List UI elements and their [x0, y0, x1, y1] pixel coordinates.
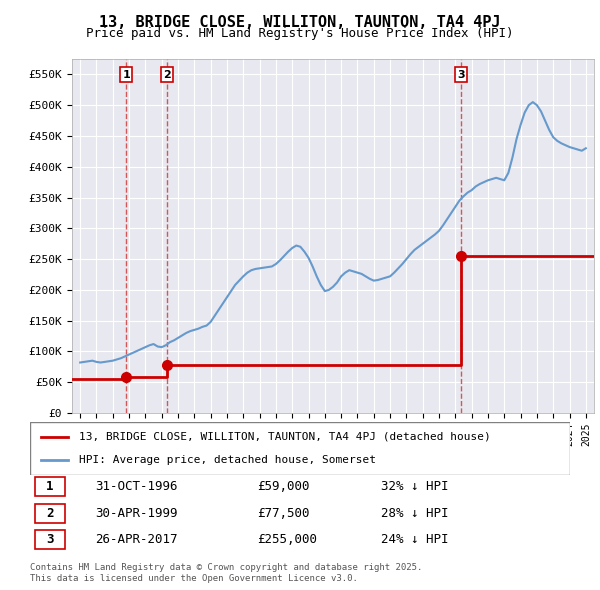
Text: 30-APR-1999: 30-APR-1999 — [95, 507, 178, 520]
FancyBboxPatch shape — [35, 477, 65, 496]
Text: 28% ↓ HPI: 28% ↓ HPI — [381, 507, 449, 520]
Text: 32% ↓ HPI: 32% ↓ HPI — [381, 480, 449, 493]
Text: £77,500: £77,500 — [257, 507, 310, 520]
Text: 2: 2 — [46, 507, 54, 520]
Text: 1: 1 — [46, 480, 54, 493]
FancyBboxPatch shape — [30, 422, 570, 475]
Text: £59,000: £59,000 — [257, 480, 310, 493]
Text: 2: 2 — [163, 70, 171, 80]
Text: 26-APR-2017: 26-APR-2017 — [95, 533, 178, 546]
FancyBboxPatch shape — [35, 504, 65, 523]
Text: 3: 3 — [46, 533, 54, 546]
Text: 13, BRIDGE CLOSE, WILLITON, TAUNTON, TA4 4PJ (detached house): 13, BRIDGE CLOSE, WILLITON, TAUNTON, TA4… — [79, 432, 490, 442]
Text: 1: 1 — [122, 70, 130, 80]
FancyBboxPatch shape — [35, 530, 65, 549]
Text: Price paid vs. HM Land Registry's House Price Index (HPI): Price paid vs. HM Land Registry's House … — [86, 27, 514, 40]
Text: Contains HM Land Registry data © Crown copyright and database right 2025.
This d: Contains HM Land Registry data © Crown c… — [30, 563, 422, 583]
Text: 13, BRIDGE CLOSE, WILLITON, TAUNTON, TA4 4PJ: 13, BRIDGE CLOSE, WILLITON, TAUNTON, TA4… — [99, 15, 501, 30]
Text: HPI: Average price, detached house, Somerset: HPI: Average price, detached house, Some… — [79, 455, 376, 465]
Text: £255,000: £255,000 — [257, 533, 317, 546]
Text: 31-OCT-1996: 31-OCT-1996 — [95, 480, 178, 493]
Text: 24% ↓ HPI: 24% ↓ HPI — [381, 533, 449, 546]
Text: 3: 3 — [457, 70, 464, 80]
